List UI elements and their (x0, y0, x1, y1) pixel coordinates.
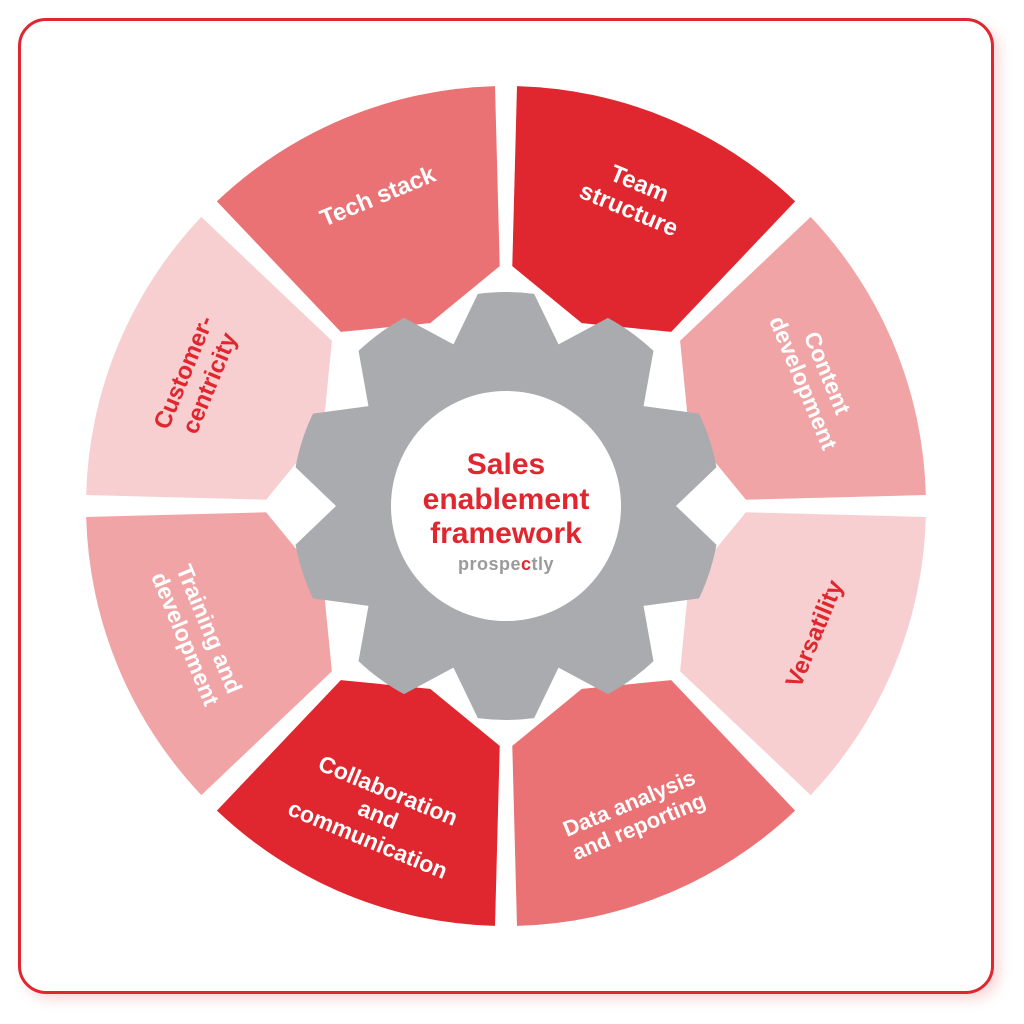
center-title-line: framework (423, 517, 590, 552)
radial-diagram: Sales enablement framework prospectly Te… (66, 66, 946, 946)
center-title: Sales enablement framework (423, 448, 590, 552)
center-title-line: enablement (423, 483, 590, 518)
center-title-line: Sales (423, 448, 590, 483)
diagram-card: Sales enablement framework prospectly Te… (18, 18, 994, 994)
brand-logo: prospectly (458, 554, 554, 575)
